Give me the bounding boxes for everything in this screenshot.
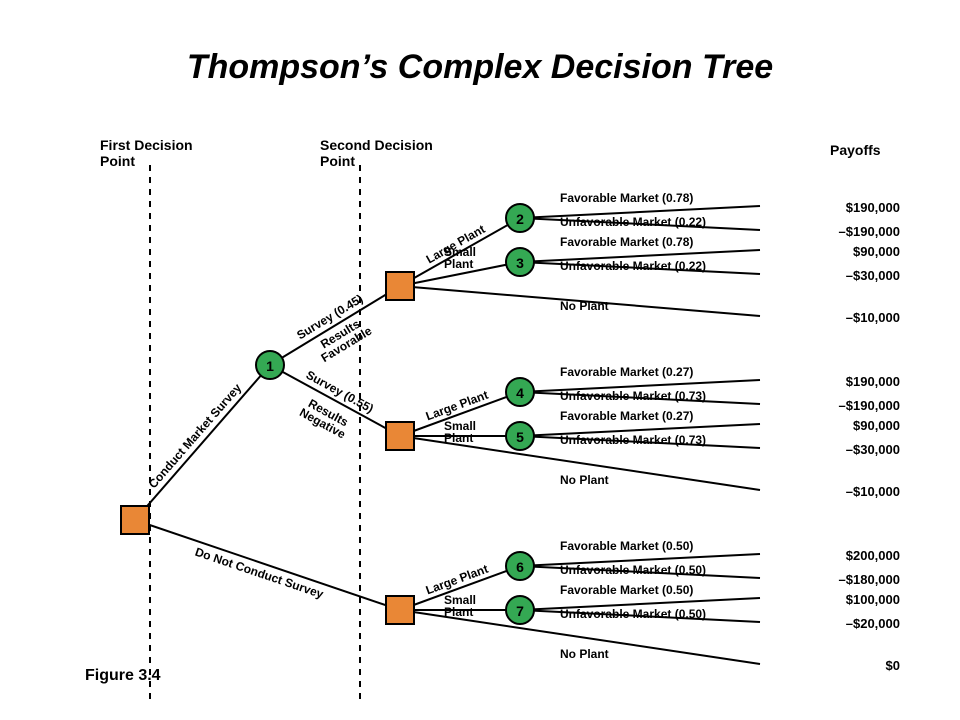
svg-text:Favorable Market (0.78): Favorable Market (0.78) <box>560 191 693 205</box>
page-title: Thompson’s Complex Decision Tree <box>187 48 773 86</box>
svg-text:Unfavorable Market (0.22): Unfavorable Market (0.22) <box>560 215 706 229</box>
svg-text:$190,000: $190,000 <box>846 200 900 215</box>
svg-text:6: 6 <box>516 559 524 575</box>
svg-text:Favorable Market (0.50): Favorable Market (0.50) <box>560 583 693 597</box>
svg-text:1: 1 <box>266 358 274 374</box>
svg-text:Do Not Conduct Survey: Do Not Conduct Survey <box>193 545 325 602</box>
svg-text:Unfavorable Market (0.50): Unfavorable Market (0.50) <box>560 607 706 621</box>
svg-text:–$180,000: –$180,000 <box>839 572 900 587</box>
svg-text:Favorable Market (0.50): Favorable Market (0.50) <box>560 539 693 553</box>
svg-text:Unfavorable Market (0.50): Unfavorable Market (0.50) <box>560 563 706 577</box>
svg-text:SmallPlant: SmallPlant <box>444 593 476 619</box>
svg-text:$90,000: $90,000 <box>853 418 900 433</box>
decision-node <box>121 506 149 534</box>
svg-text:No Plant: No Plant <box>560 647 609 661</box>
svg-text:$0: $0 <box>886 658 900 673</box>
figure-label: Figure 3.4 <box>85 667 161 684</box>
svg-text:Unfavorable Market (0.22): Unfavorable Market (0.22) <box>560 259 706 273</box>
svg-text:4: 4 <box>516 385 524 401</box>
svg-text:$200,000: $200,000 <box>846 548 900 563</box>
svg-text:$190,000: $190,000 <box>846 374 900 389</box>
svg-text:Conduct Market Survey: Conduct Market Survey <box>146 381 245 492</box>
svg-text:2: 2 <box>516 211 524 227</box>
svg-text:$90,000: $90,000 <box>853 244 900 259</box>
svg-text:–$190,000: –$190,000 <box>839 398 900 413</box>
svg-text:5: 5 <box>516 429 524 445</box>
svg-text:–$30,000: –$30,000 <box>846 442 900 457</box>
svg-text:–$20,000: –$20,000 <box>846 616 900 631</box>
svg-text:3: 3 <box>516 255 524 271</box>
svg-text:Favorable Market (0.78): Favorable Market (0.78) <box>560 235 693 249</box>
svg-text:No Plant: No Plant <box>560 299 609 313</box>
decision-node <box>386 596 414 624</box>
svg-text:$100,000: $100,000 <box>846 592 900 607</box>
svg-text:–$190,000: –$190,000 <box>839 224 900 239</box>
svg-text:Unfavorable Market (0.73): Unfavorable Market (0.73) <box>560 433 706 447</box>
header-first: First DecisionPoint <box>100 137 193 169</box>
decision-node <box>386 422 414 450</box>
svg-text:–$10,000: –$10,000 <box>846 310 900 325</box>
header-payoffs: Payoffs <box>830 142 881 158</box>
svg-text:SmallPlant: SmallPlant <box>444 419 476 445</box>
svg-text:–$10,000: –$10,000 <box>846 484 900 499</box>
header-second: Second DecisionPoint <box>320 137 433 169</box>
svg-text:No Plant: No Plant <box>560 473 609 487</box>
decision-node <box>386 272 414 300</box>
svg-text:Favorable Market (0.27): Favorable Market (0.27) <box>560 365 693 379</box>
svg-text:–$30,000: –$30,000 <box>846 268 900 283</box>
svg-text:SmallPlant: SmallPlant <box>444 245 476 271</box>
svg-text:Unfavorable Market (0.73): Unfavorable Market (0.73) <box>560 389 706 403</box>
svg-text:Favorable Market (0.27): Favorable Market (0.27) <box>560 409 693 423</box>
svg-text:7: 7 <box>516 603 524 619</box>
